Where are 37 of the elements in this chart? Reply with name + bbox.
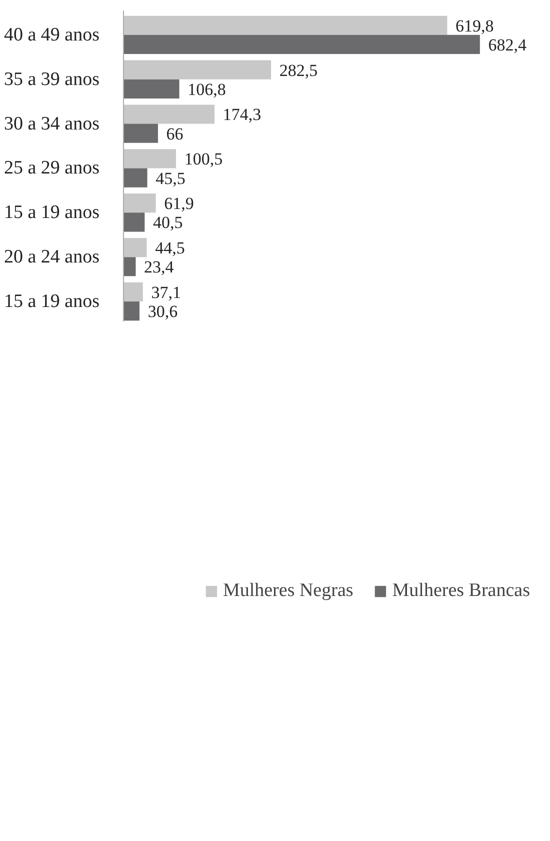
data-label: 40,5 bbox=[152, 213, 183, 232]
data-label: 23,4 bbox=[144, 258, 174, 277]
bar bbox=[124, 238, 147, 258]
data-label: 282,5 bbox=[279, 60, 318, 80]
data-label: 45,5 bbox=[156, 168, 186, 188]
bar bbox=[124, 194, 156, 213]
bar bbox=[124, 257, 136, 276]
bar bbox=[124, 282, 143, 302]
bar bbox=[124, 124, 158, 143]
bar bbox=[124, 149, 176, 168]
bar bbox=[124, 212, 145, 232]
data-label: 100,5 bbox=[184, 150, 223, 169]
bar bbox=[124, 79, 180, 98]
y-tick-label: 15 a 19 anos bbox=[4, 202, 100, 224]
data-label: 106,8 bbox=[188, 80, 226, 99]
data-label: 61,9 bbox=[164, 194, 194, 214]
bar bbox=[124, 16, 448, 35]
bar bbox=[124, 302, 140, 321]
legend-label: Mulheres Negras bbox=[222, 580, 354, 602]
y-tick-label: 30 a 34 anos bbox=[4, 113, 100, 134]
data-label: 682,4 bbox=[488, 35, 527, 54]
bar bbox=[124, 168, 148, 188]
data-label: 44,5 bbox=[155, 238, 185, 258]
y-tick-label: 35 a 39 anos bbox=[4, 68, 100, 90]
data-label: 37,1 bbox=[151, 282, 181, 302]
bar bbox=[124, 104, 215, 124]
data-label: 66 bbox=[166, 124, 184, 144]
data-label: 619,8 bbox=[456, 16, 494, 36]
data-label: 174,3 bbox=[222, 105, 262, 124]
bar bbox=[124, 34, 480, 54]
y-tick-label: 25 a 29 anos bbox=[4, 158, 100, 179]
legend-label: Mulheres Brancas bbox=[392, 580, 530, 602]
y-tick-label: 15 a 19 anos bbox=[4, 291, 100, 312]
y-tick-label: 40 a 49 anos bbox=[4, 24, 100, 46]
y-tick-label: 20 a 24 anos bbox=[4, 246, 100, 268]
bar bbox=[124, 60, 272, 80]
data-label: 30,6 bbox=[148, 302, 178, 322]
